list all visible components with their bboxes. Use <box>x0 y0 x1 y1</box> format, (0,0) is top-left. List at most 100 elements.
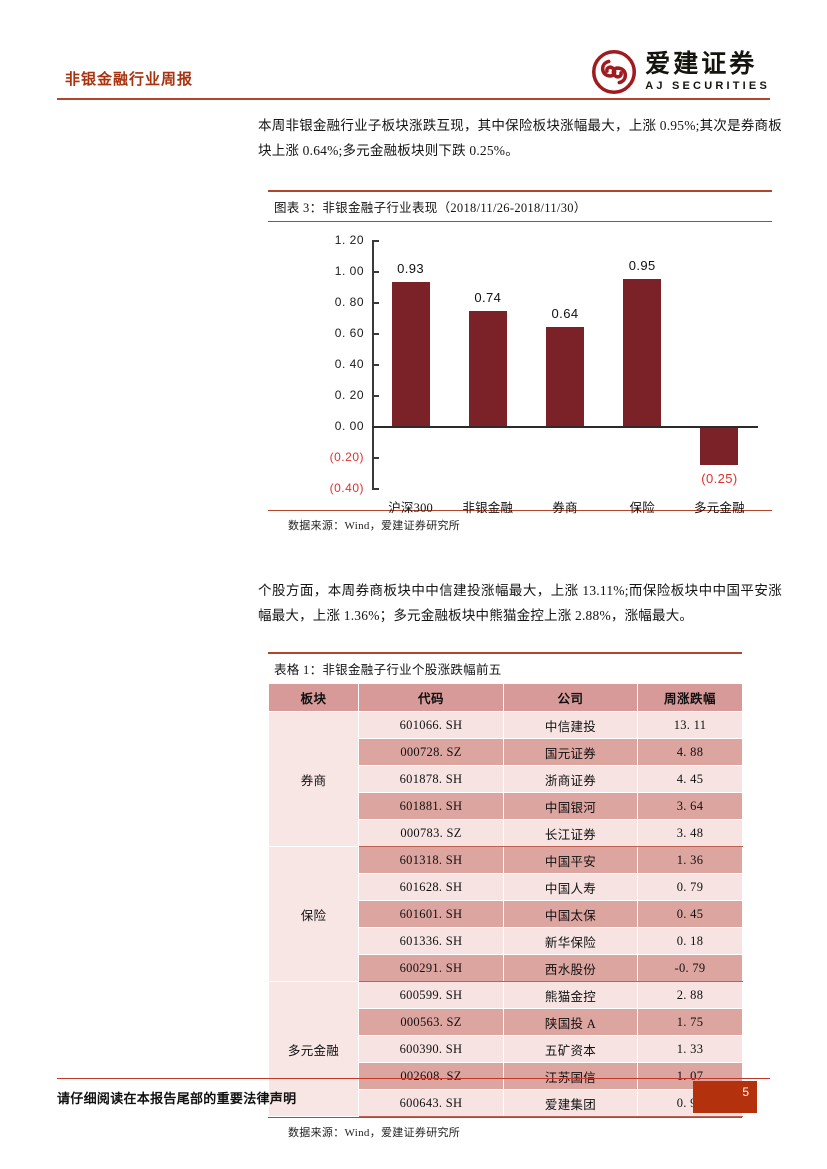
code-cell: 601601. SH <box>358 900 504 928</box>
change-cell: 0. 18 <box>637 927 743 955</box>
table-row: 601601. SH 中国太保 0. 45 <box>269 900 743 928</box>
company-cell: 长江证券 <box>503 819 638 847</box>
logo-name-cn: 爱建证券 <box>645 51 758 78</box>
bar-slot: (0.25) <box>681 240 758 488</box>
y-axis-tick <box>373 302 379 304</box>
y-tick-label: 0. 00 <box>334 419 364 433</box>
chart-bar <box>700 426 739 465</box>
x-tick-label: 沪深300 <box>388 501 433 515</box>
table-column-header: 公司 <box>503 683 638 712</box>
table-header-row: 板块 代码 公司 周涨跌幅 <box>268 683 743 712</box>
company-cell: 江苏国信 <box>503 1062 638 1090</box>
y-axis-tick <box>373 364 379 366</box>
y-axis-line <box>372 240 374 488</box>
table-exhibit: 表格 1：非银金融子行业个股涨跌幅前五 板块 代码 公司 周涨跌幅 券商 601066.… <box>268 652 743 1140</box>
page-number: 5 <box>742 1085 749 1099</box>
code-cell: 601881. SH <box>358 792 504 820</box>
table-row: 601628. SH 中国人寿 0. 79 <box>269 873 743 901</box>
bar-series: 0.93 0.74 0.64 0.95 (0.25) <box>372 240 758 488</box>
change-cell: 3. 48 <box>637 819 743 847</box>
y-axis-labels: 1. 20 1. 00 0. 80 0. 60 0. 40 0. 20 0. 00 (0.20… <box>304 222 364 510</box>
company-cell: 中国银河 <box>503 792 638 820</box>
footer-disclaimer: 请仔细阅读在本报告尾部的重要法律声明 <box>57 1091 297 1106</box>
sector-cell: 券商 <box>268 711 359 847</box>
y-axis-tick <box>372 240 379 242</box>
bar-value-label: 0.93 <box>397 260 425 276</box>
code-cell: 600291. SH <box>358 954 504 982</box>
bar-value-label: 0.74 <box>474 290 502 306</box>
logo-name-en: AJ SECURITIES <box>645 80 770 92</box>
bar-value-label: (0.25) <box>701 470 738 486</box>
chart-plot-area: 0.93 0.74 0.64 0.95 (0.25) <box>372 240 758 490</box>
y-axis-tick <box>373 395 379 397</box>
exhibit-source: 数据来源：Wind，爱建证券研究所 <box>288 520 461 532</box>
chart-bar <box>468 311 507 426</box>
table-row: 000783. SZ 长江证券 3. 48 <box>269 819 743 847</box>
table-title: 表格 1：非银金融子行业个股涨跌幅前五 <box>274 663 502 677</box>
y-axis-tick <box>372 488 379 490</box>
code-cell: 000563. SZ <box>358 1008 504 1036</box>
y-axis-tick <box>373 457 379 459</box>
x-tick-label: 多元金融 <box>694 501 745 515</box>
company-cell: 熊猫金控 <box>503 981 638 1009</box>
chart-bar <box>623 278 662 426</box>
chart-bar <box>391 281 430 426</box>
change-cell: 1. 33 <box>637 1035 743 1063</box>
change-cell: 1. 36 <box>637 846 743 874</box>
x-axis-labels: 沪深300 非银金融 券商 保险 多元金融 <box>372 497 758 516</box>
sector-cell: 保险 <box>268 846 359 982</box>
y-axis-tick <box>373 271 379 273</box>
y-tick-label: 0. 20 <box>334 388 364 402</box>
bar-slot: 0.95 <box>604 240 681 488</box>
company-cell: 中国人寿 <box>503 873 638 901</box>
change-cell: 2. 88 <box>637 981 743 1009</box>
change-cell: 4. 45 <box>637 765 743 793</box>
exhibit-title-rule <box>268 221 772 222</box>
code-cell: 600643. SH <box>358 1089 504 1117</box>
table-top-rule <box>268 652 742 654</box>
chart-bar <box>546 326 584 426</box>
code-cell: 002608. SZ <box>358 1062 504 1090</box>
table-row: 000563. SZ 陕国投 A 1. 75 <box>269 1008 743 1036</box>
zero-baseline <box>372 426 758 428</box>
table-row: 600291. SH 西水股份 -0. 79 <box>269 954 743 982</box>
change-cell: 13. 11 <box>637 711 743 739</box>
header-divider <box>57 98 770 100</box>
bar-value-label: 0.95 <box>628 257 656 273</box>
report-title: 非银金融行业周报 <box>65 72 194 88</box>
page-header: 非银金融行业周报 爱建证券 AJ SECURITIES <box>57 50 770 102</box>
change-cell: 3. 64 <box>637 792 743 820</box>
code-cell: 600390. SH <box>358 1035 504 1063</box>
change-cell: 4. 88 <box>637 738 743 766</box>
code-cell: 601628. SH <box>358 873 504 901</box>
chart-exhibit: 图表 3：非银金融子行业表现（2018/11/26-2018/11/30） 1.… <box>268 190 772 533</box>
y-tick-label: (0.20) <box>329 450 364 464</box>
table-source: 数据来源：Wind，爱建证券研究所 <box>288 1127 461 1139</box>
code-cell: 601878. SH <box>358 765 504 793</box>
table-body: 券商 601066. SH 中信建投 13. 11 000728. SZ 国元证券 4. 8… <box>268 711 743 1117</box>
code-cell: 000783. SZ <box>358 819 504 847</box>
y-tick-label: 0. 60 <box>334 326 364 340</box>
company-cell: 中信建投 <box>503 711 638 739</box>
y-tick-label: 1. 20 <box>334 233 364 247</box>
aj-securities-swirl-icon <box>592 50 637 94</box>
company-logo: 爱建证券 AJ SECURITIES <box>592 50 770 94</box>
table-row: 保险 601318. SH 中国平安 1. 36 <box>268 846 743 982</box>
x-tick-label: 券商 <box>552 501 578 515</box>
page-number-box: 5 <box>693 1081 757 1113</box>
table-row: 601881. SH 中国银河 3. 64 <box>269 792 743 820</box>
bar-slot: 0.64 <box>526 240 603 488</box>
change-cell: -0. 79 <box>637 954 743 982</box>
table-column-header: 板块 <box>268 683 359 712</box>
table-bottom-rule <box>268 1117 742 1118</box>
y-tick-label: 0. 80 <box>334 295 364 309</box>
code-cell: 600599. SH <box>358 981 504 1009</box>
bar-value-label: 0.64 <box>551 305 579 321</box>
top-stocks-table: 板块 代码 公司 周涨跌幅 券商 601066. SH 中信建投 13. 11 000728.… <box>268 683 743 1117</box>
y-tick-label: 1. 00 <box>334 264 364 278</box>
table-column-header: 周涨跌幅 <box>637 683 743 712</box>
company-cell: 五矿资本 <box>503 1035 638 1063</box>
company-cell: 浙商证券 <box>503 765 638 793</box>
y-axis-tick <box>373 333 379 335</box>
x-tick-label: 非银金融 <box>462 501 514 515</box>
